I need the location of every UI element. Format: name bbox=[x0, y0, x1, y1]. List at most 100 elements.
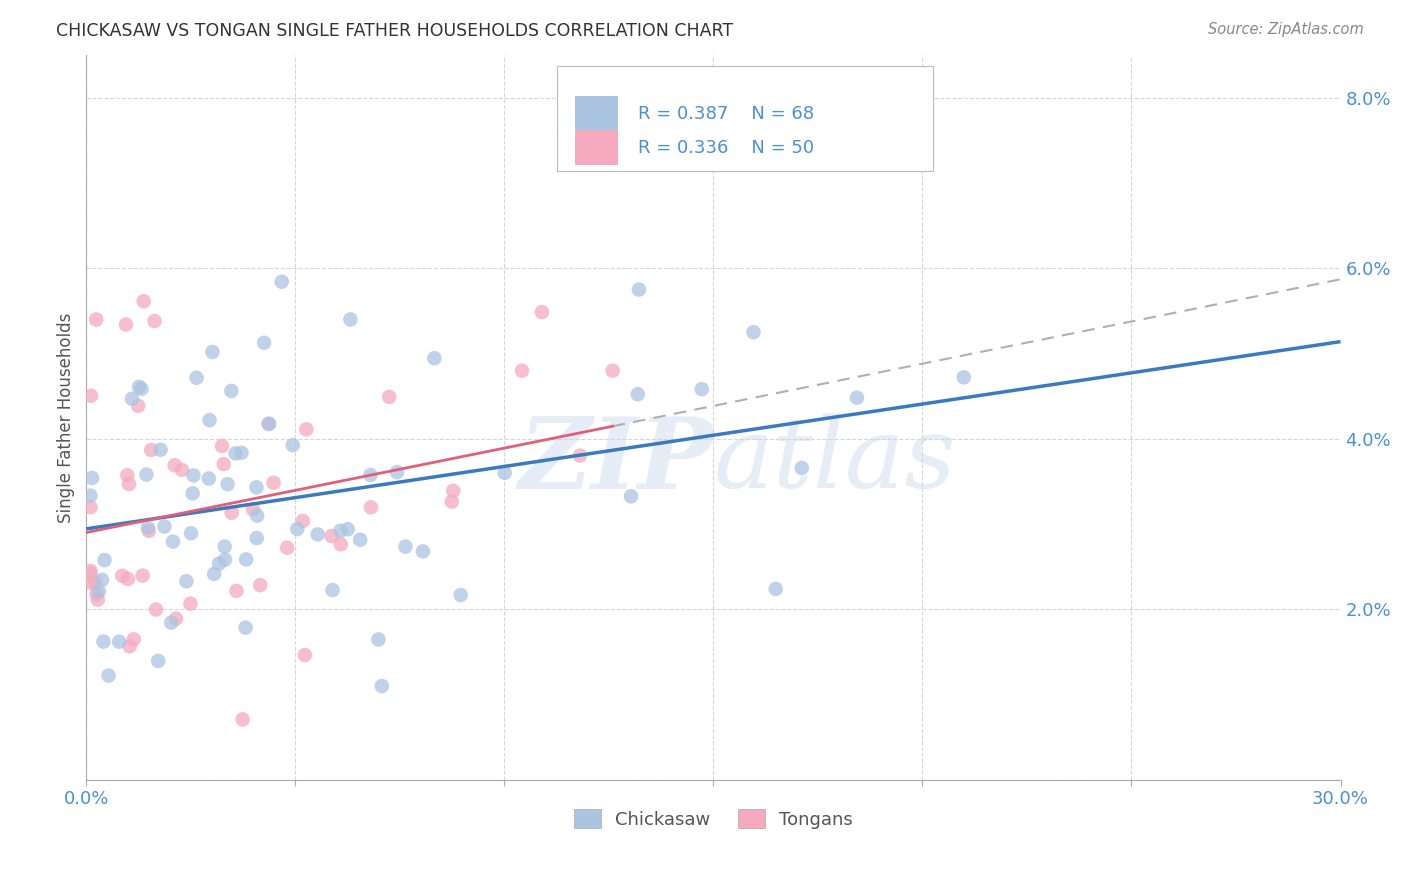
Point bbox=[441, 483, 464, 498]
FancyBboxPatch shape bbox=[557, 66, 934, 171]
Point bbox=[84, 312, 107, 326]
Point bbox=[146, 654, 169, 668]
Text: CHICKASAW VS TONGAN SINGLE FATHER HOUSEHOLDS CORRELATION CHART: CHICKASAW VS TONGAN SINGLE FATHER HOUSEH… bbox=[56, 22, 734, 40]
Point bbox=[329, 537, 352, 551]
Point bbox=[221, 384, 243, 398]
Point bbox=[117, 572, 139, 586]
Text: ZIP: ZIP bbox=[519, 413, 713, 509]
Point bbox=[87, 592, 110, 607]
Point bbox=[115, 318, 138, 332]
Point bbox=[86, 587, 108, 601]
Point bbox=[127, 399, 149, 413]
Point bbox=[510, 364, 533, 378]
Point bbox=[257, 417, 280, 431]
Point bbox=[214, 540, 236, 554]
Point bbox=[336, 522, 359, 536]
Point bbox=[80, 471, 103, 485]
Point bbox=[339, 312, 361, 326]
Point bbox=[329, 524, 352, 538]
Point bbox=[249, 578, 271, 592]
Point bbox=[145, 602, 167, 616]
Point bbox=[394, 540, 416, 554]
Point bbox=[285, 522, 308, 536]
Point bbox=[186, 371, 208, 385]
Point bbox=[276, 541, 298, 555]
Point bbox=[84, 575, 107, 590]
Point bbox=[180, 526, 202, 541]
Point bbox=[845, 391, 868, 405]
Point bbox=[118, 477, 141, 491]
Point bbox=[87, 584, 110, 599]
Point bbox=[197, 471, 219, 485]
Point bbox=[450, 588, 472, 602]
Point bbox=[765, 582, 787, 596]
Point bbox=[128, 380, 150, 394]
Point bbox=[231, 446, 253, 460]
Point bbox=[149, 442, 172, 457]
Point bbox=[181, 486, 204, 500]
Point bbox=[232, 713, 254, 727]
Point bbox=[322, 583, 344, 598]
Point bbox=[121, 392, 143, 406]
Point bbox=[257, 417, 280, 431]
Point bbox=[179, 597, 201, 611]
Point bbox=[201, 345, 224, 359]
Point bbox=[294, 648, 316, 662]
Point bbox=[295, 422, 318, 436]
Point bbox=[79, 489, 101, 503]
Point bbox=[221, 506, 243, 520]
Point bbox=[246, 508, 269, 523]
Point bbox=[371, 679, 394, 693]
Point bbox=[378, 390, 401, 404]
Text: R = 0.387    N = 68: R = 0.387 N = 68 bbox=[638, 104, 814, 122]
Point bbox=[131, 382, 153, 396]
Point bbox=[602, 364, 624, 378]
Point bbox=[141, 442, 163, 457]
Point bbox=[385, 465, 408, 479]
Text: R = 0.336    N = 50: R = 0.336 N = 50 bbox=[638, 139, 814, 157]
Point bbox=[217, 477, 239, 491]
Point bbox=[80, 389, 103, 403]
Point bbox=[412, 544, 434, 558]
Point bbox=[349, 533, 371, 547]
Point bbox=[170, 463, 193, 477]
Point bbox=[627, 283, 650, 297]
Point bbox=[367, 632, 389, 647]
Point bbox=[153, 519, 176, 533]
Point bbox=[790, 461, 813, 475]
Point bbox=[263, 475, 285, 490]
Point bbox=[214, 552, 236, 566]
FancyBboxPatch shape bbox=[575, 130, 619, 165]
Point bbox=[253, 335, 276, 350]
Point bbox=[235, 621, 257, 635]
Point bbox=[569, 449, 592, 463]
Point bbox=[952, 370, 974, 384]
Point bbox=[97, 668, 120, 682]
Point bbox=[118, 640, 141, 654]
Text: atlas: atlas bbox=[713, 413, 956, 508]
Point bbox=[198, 413, 221, 427]
Point bbox=[135, 467, 157, 482]
Point bbox=[690, 382, 713, 396]
Point bbox=[440, 494, 463, 508]
Point bbox=[423, 351, 446, 366]
Y-axis label: Single Father Households: Single Father Households bbox=[58, 312, 75, 523]
Point bbox=[163, 458, 186, 473]
Point bbox=[245, 480, 267, 494]
Point bbox=[160, 615, 183, 630]
Point bbox=[176, 574, 198, 589]
Point bbox=[321, 529, 343, 543]
Point bbox=[242, 502, 264, 516]
Point bbox=[225, 446, 247, 460]
Point bbox=[93, 634, 115, 648]
Point bbox=[117, 468, 139, 483]
Point bbox=[80, 576, 103, 591]
FancyBboxPatch shape bbox=[575, 96, 619, 131]
Point bbox=[165, 612, 187, 626]
Point bbox=[79, 566, 101, 581]
Legend: Chickasaw, Tongans: Chickasaw, Tongans bbox=[567, 802, 860, 836]
Point bbox=[143, 314, 166, 328]
Point bbox=[307, 527, 329, 541]
Point bbox=[122, 632, 145, 647]
Point bbox=[208, 557, 231, 571]
